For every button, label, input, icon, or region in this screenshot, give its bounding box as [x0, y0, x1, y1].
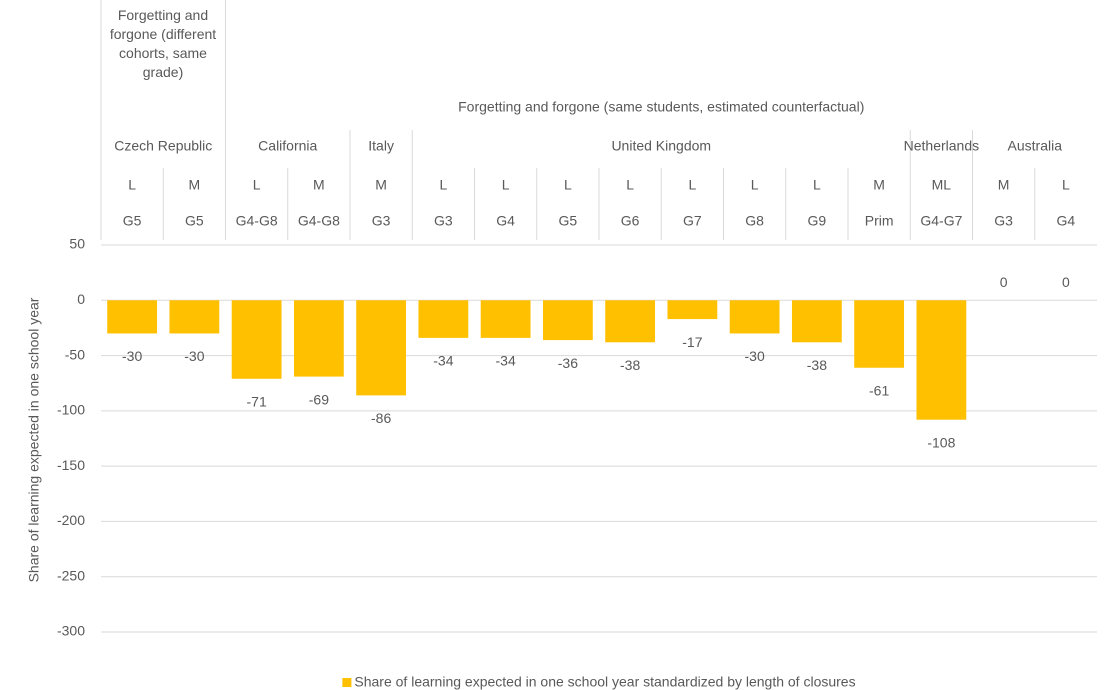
data-label: -71	[247, 393, 267, 409]
x-tick-label: G5	[185, 213, 204, 229]
subject-label: L	[813, 177, 821, 193]
country-label: California	[258, 138, 317, 154]
subject-label: L	[128, 177, 136, 193]
bar	[293, 300, 344, 377]
data-label: -30	[122, 348, 142, 364]
bar	[480, 300, 531, 338]
data-label: -86	[371, 410, 391, 426]
subject-label: L	[626, 177, 634, 193]
y-tick-label: -250	[57, 567, 85, 583]
country-label: Czech Republic	[114, 138, 212, 154]
bar	[791, 300, 842, 343]
bar	[169, 300, 220, 334]
data-label: -30	[184, 348, 204, 364]
subject-label: M	[873, 177, 885, 193]
data-label: -34	[496, 353, 516, 369]
subject-label: M	[313, 177, 325, 193]
country-label: Australia	[1008, 138, 1063, 154]
y-tick-label: -300	[57, 623, 85, 639]
data-label: -36	[558, 355, 578, 371]
x-tick-label: G4-G7	[920, 213, 962, 229]
y-tick-label: -100	[57, 402, 85, 418]
top-group-label: Forgetting and forgone (different cohort…	[109, 7, 217, 80]
subject-label: M	[189, 177, 201, 193]
subject-label: L	[564, 177, 572, 193]
data-label: -30	[745, 348, 765, 364]
subject-label: ML	[932, 177, 952, 193]
x-tick-label: G3	[994, 213, 1013, 229]
data-label: 0	[1062, 274, 1070, 290]
legend-swatch	[342, 678, 352, 687]
bar	[107, 300, 158, 334]
subject-label: M	[375, 177, 387, 193]
data-label: -38	[807, 357, 827, 373]
legend-label: Share of learning expected in one school…	[354, 674, 855, 690]
bar	[667, 300, 718, 320]
x-tick-label: G3	[372, 213, 391, 229]
bar	[916, 300, 967, 420]
subject-label: L	[253, 177, 261, 193]
x-tick-label: G7	[683, 213, 702, 229]
x-tick-label: G4	[1057, 213, 1076, 229]
bar	[729, 300, 780, 334]
x-tick-label: G5	[559, 213, 578, 229]
x-tick-label: G5	[123, 213, 142, 229]
country-label: United Kingdom	[611, 138, 711, 154]
subject-label: L	[502, 177, 510, 193]
subject-label: L	[751, 177, 759, 193]
subject-label: L	[439, 177, 447, 193]
x-tick-label: G4-G8	[298, 213, 340, 229]
y-tick-label: 50	[69, 236, 85, 252]
data-label: -34	[433, 353, 453, 369]
x-tick-label: Prim	[865, 213, 894, 229]
y-tick-label: -200	[57, 512, 85, 528]
bar	[356, 300, 407, 396]
y-tick-label: 0	[77, 291, 85, 307]
x-tick-label: G6	[621, 213, 640, 229]
x-tick-label: G8	[745, 213, 764, 229]
bar	[854, 300, 905, 368]
x-tick-label: G9	[808, 213, 827, 229]
data-label: -69	[309, 391, 329, 407]
x-tick-label: G3	[434, 213, 453, 229]
data-label: -17	[682, 334, 702, 350]
bar	[605, 300, 656, 343]
bar	[231, 300, 282, 379]
data-label: -108	[927, 434, 955, 450]
data-label: 0	[1000, 274, 1008, 290]
bar	[418, 300, 469, 338]
data-label: -61	[869, 382, 889, 398]
top-group-label: Forgetting and forgone (same students, e…	[458, 99, 864, 115]
x-tick-label: G4	[496, 213, 515, 229]
y-tick-label: -50	[65, 346, 85, 362]
data-label: -38	[620, 357, 640, 373]
x-tick-label: G4-G8	[236, 213, 278, 229]
y-axis-label: Share of learning expected in one school…	[26, 297, 42, 582]
subject-label: L	[1062, 177, 1070, 193]
subject-label: M	[998, 177, 1010, 193]
bar	[542, 300, 593, 341]
y-tick-label: -150	[57, 457, 85, 473]
subject-label: L	[688, 177, 696, 193]
country-label: Italy	[368, 138, 394, 154]
country-label: Netherlands	[904, 138, 980, 154]
